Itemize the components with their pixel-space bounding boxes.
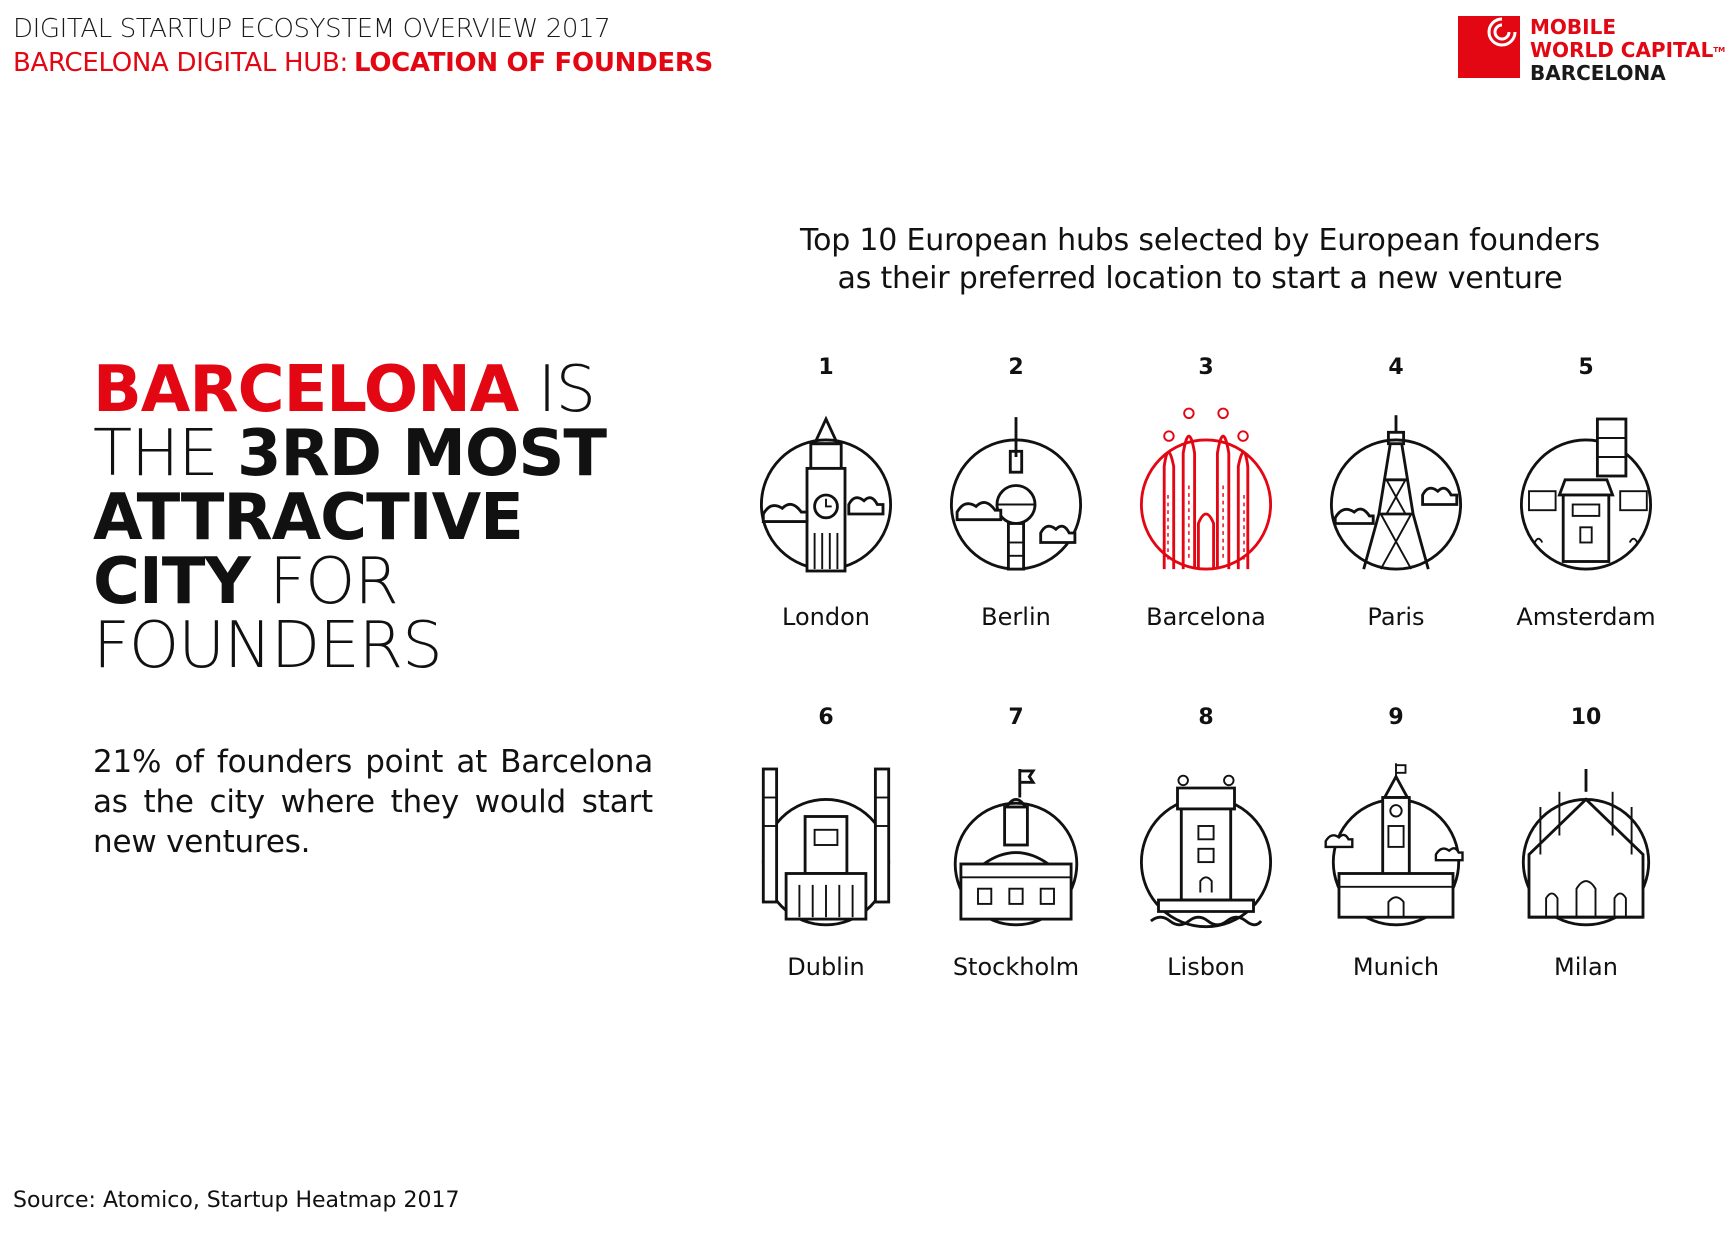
headline-for: FOR xyxy=(269,545,399,619)
headline: BARCELONA IS THE 3RD MOST ATTRACTIVE CIT… xyxy=(93,358,607,678)
headline-founders: FOUNDERS xyxy=(93,609,443,683)
city-name: Munich xyxy=(1352,953,1440,981)
headline-3rd-most: 3RD MOST xyxy=(237,417,607,491)
dublin-building-icon xyxy=(731,745,921,945)
chart-title: Top 10 European hubs selected by Europea… xyxy=(780,222,1620,298)
city-item-london: 1 London xyxy=(731,355,921,675)
city-name: Barcelona xyxy=(1146,603,1266,631)
tv-tower-icon xyxy=(921,395,1111,595)
city-rank: 8 xyxy=(1198,705,1214,730)
mwc-logo: MOBILE WORLD CAPITALTM BARCELONA xyxy=(1458,16,1725,85)
city-rank: 3 xyxy=(1198,355,1214,380)
city-item-paris: 4 Paris xyxy=(1301,355,1491,675)
city-rank: 9 xyxy=(1388,705,1404,730)
amsterdam-building-icon xyxy=(1491,395,1681,595)
city-item-amsterdam: 5 Amsterdam xyxy=(1491,355,1681,675)
city-name: Berlin xyxy=(981,603,1051,631)
big-ben-icon xyxy=(731,395,921,595)
city-rank: 7 xyxy=(1008,705,1024,730)
city-name: Milan xyxy=(1554,953,1618,981)
headline-attractive: ATTRACTIVE xyxy=(93,481,524,555)
milan-cathedral-icon xyxy=(1491,745,1681,945)
city-rank: 10 xyxy=(1570,705,1602,730)
city-name: Dublin xyxy=(787,953,865,981)
headline-city: CITY xyxy=(93,545,251,619)
city-name: Stockholm xyxy=(952,953,1080,981)
logo-tm: TM xyxy=(1713,46,1726,54)
logo-line-2: WORLD CAPITALTM xyxy=(1530,39,1725,62)
city-rank: 5 xyxy=(1578,355,1594,380)
city-name: Amsterdam xyxy=(1516,603,1656,631)
section-title-bold: LOCATION OF FOUNDERS xyxy=(353,48,713,78)
section-title-prefix: BARCELONA DIGITAL HUB: xyxy=(13,48,348,78)
chart-title-line-2: as their preferred location to start a n… xyxy=(837,261,1563,296)
report-title: DIGITAL STARTUP ECOSYSTEM OVERVIEW 2017 xyxy=(13,14,611,44)
eiffel-tower-icon xyxy=(1301,395,1491,595)
city-rank: 1 xyxy=(818,355,834,380)
headline-is: IS xyxy=(537,353,596,427)
city-rank: 2 xyxy=(1008,355,1024,380)
city-item-berlin: 2 Berlin xyxy=(921,355,1111,675)
sagrada-familia-icon xyxy=(1111,395,1301,595)
mwc-logo-mark-icon xyxy=(1458,16,1520,78)
headline-the: THE xyxy=(93,417,219,491)
city-item-dublin: 6 Dublin xyxy=(731,705,921,1025)
city-name: Paris xyxy=(1367,603,1425,631)
city-name: London xyxy=(782,603,870,631)
city-item-lisbon: 8 Lisbon xyxy=(1111,705,1301,1025)
description: 21% of founders point at Barcelona as th… xyxy=(93,744,653,860)
city-rank: 4 xyxy=(1388,355,1404,380)
city-item-stockholm: 7 Stockholm xyxy=(921,705,1111,1025)
munich-town-hall-icon xyxy=(1301,745,1491,945)
city-name: Lisbon xyxy=(1167,953,1245,981)
city-rank: 6 xyxy=(818,705,834,730)
logo-line-1: MOBILE xyxy=(1530,15,1616,39)
city-item-barcelona: 3 Barcelona xyxy=(1111,355,1301,675)
stockholm-palace-icon xyxy=(921,745,1111,945)
section-title: BARCELONA DIGITAL HUB: LOCATION OF FOUNDE… xyxy=(13,48,713,78)
city-item-milan: 10 Milan xyxy=(1491,705,1681,1025)
belem-tower-icon xyxy=(1111,745,1301,945)
logo-line-3: BARCELONA xyxy=(1530,61,1666,85)
city-item-munich: 9 Munich xyxy=(1301,705,1491,1025)
logo-line-2-text: WORLD CAPITAL xyxy=(1530,38,1714,62)
chart-title-line-1: Top 10 European hubs selected by Europea… xyxy=(800,223,1600,258)
headline-barcelona: BARCELONA xyxy=(93,353,519,427)
source-note: Source: Atomico, Startup Heatmap 2017 xyxy=(13,1188,460,1213)
